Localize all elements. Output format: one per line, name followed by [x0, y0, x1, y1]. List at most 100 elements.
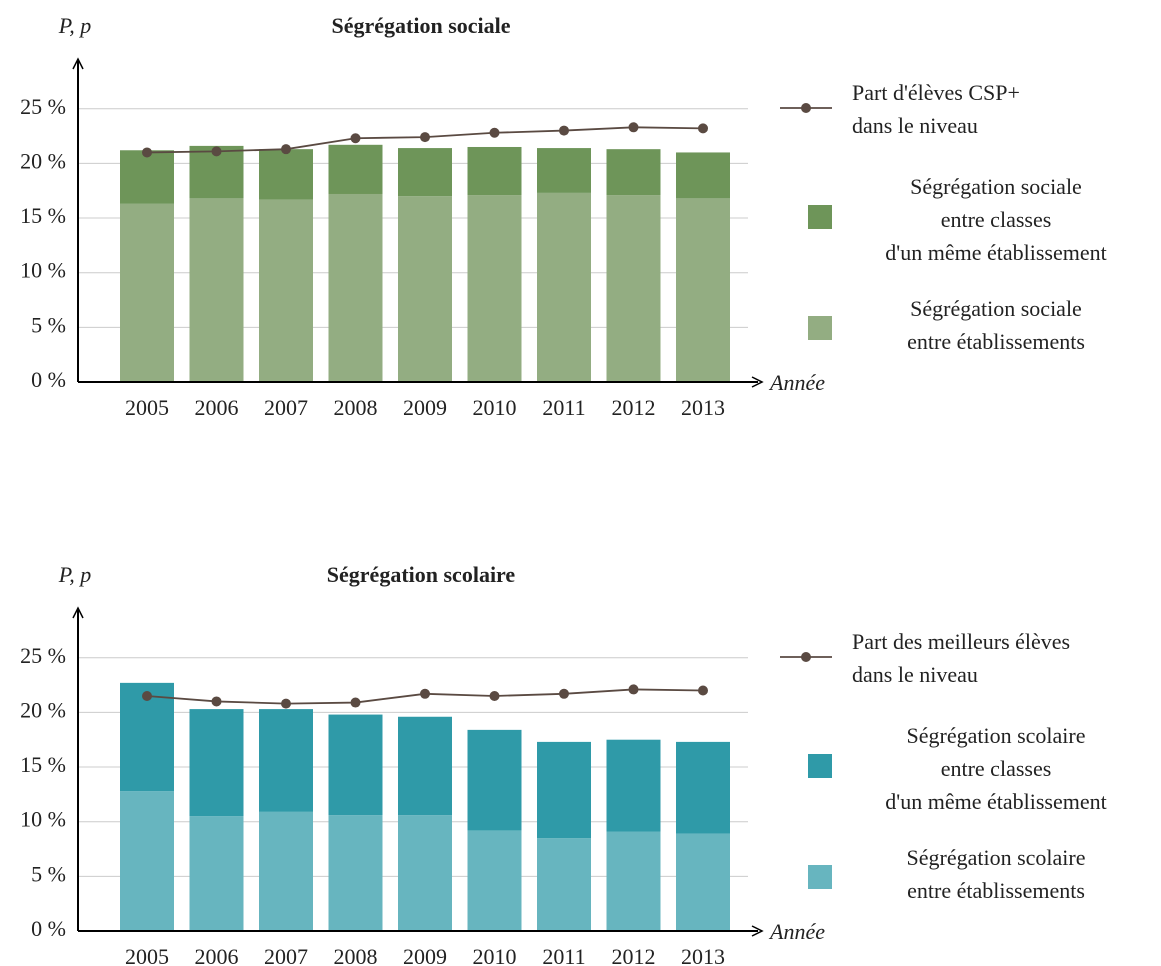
y-axis-label: P, p: [58, 13, 92, 38]
bar-segment: [537, 192, 591, 382]
bar-segment: [328, 714, 383, 816]
bar-segment: [606, 739, 661, 832]
line-point: [420, 132, 430, 143]
bar-segment: [606, 195, 661, 382]
y-tick-label: 5 %: [31, 312, 66, 337]
bar-segment: [189, 709, 244, 817]
y-axis-arrow: [72, 57, 84, 70]
y-tick-label: 10 %: [20, 258, 66, 283]
line-point: [628, 684, 639, 695]
line-point: [698, 685, 708, 696]
bar-segment: [467, 195, 522, 382]
line-point: [489, 127, 500, 138]
y-tick-label: 5 %: [31, 861, 66, 886]
legend-label: Ségrégation scolaire entre classes d'un …: [885, 723, 1107, 814]
line-point: [281, 144, 291, 155]
bar-segment: [120, 150, 174, 204]
x-axis-label: Année: [768, 919, 825, 944]
chart-title: Ségrégation scolaire: [327, 562, 516, 587]
line-point: [142, 147, 152, 158]
bar-segment: [398, 196, 452, 382]
x-tick-label: 2012: [612, 944, 656, 966]
line-point: [698, 123, 708, 134]
x-tick-label: 2012: [612, 395, 656, 420]
bar-segment: [189, 198, 244, 382]
x-tick-label: 2009: [403, 944, 447, 966]
bar-segment: [328, 193, 383, 382]
bar-segment: [398, 815, 452, 931]
bar-segment: [259, 811, 313, 931]
legend-point: [801, 103, 811, 113]
x-tick-label: 2010: [473, 944, 517, 966]
bar-segment: [676, 198, 730, 382]
bar-segment: [120, 203, 174, 382]
chart-title: Ségrégation sociale: [331, 13, 510, 38]
bar-segment: [676, 833, 730, 931]
x-tick-label: 2010: [473, 395, 517, 420]
y-tick-label: 0 %: [31, 916, 66, 941]
line-point: [420, 688, 430, 699]
bar-segment: [120, 791, 174, 931]
bar-segment: [259, 199, 313, 382]
y-tick-label: 20 %: [20, 697, 66, 722]
y-tick-label: 0 %: [31, 367, 66, 392]
legend-label: Ségrégation scolaire entre établissement…: [906, 845, 1086, 903]
bar-segment: [259, 149, 313, 200]
bar-segment: [606, 831, 661, 931]
x-tick-label: 2008: [334, 395, 378, 420]
y-tick-label: 25 %: [20, 94, 66, 119]
bar-segment: [189, 816, 244, 931]
y-axis-arrow: [72, 606, 84, 619]
line-point: [350, 697, 361, 708]
bar-segment: [676, 741, 730, 834]
bar-segment: [606, 149, 661, 196]
x-tick-label: 2006: [195, 395, 239, 420]
y-tick-label: 15 %: [20, 752, 66, 777]
x-tick-label: 2006: [195, 944, 239, 966]
x-tick-label: 2007: [264, 395, 308, 420]
line-point: [559, 125, 569, 136]
y-axis-label: P, p: [58, 562, 92, 587]
x-axis-arrow: [751, 376, 764, 388]
x-tick-label: 2005: [125, 395, 169, 420]
x-axis-arrow: [751, 925, 764, 937]
legend-swatch: [808, 865, 832, 889]
line-point: [211, 146, 222, 157]
x-tick-label: 2007: [264, 944, 308, 966]
bar-segment: [328, 815, 383, 931]
y-tick-label: 10 %: [20, 807, 66, 832]
x-tick-label: 2011: [542, 395, 585, 420]
legend-swatch: [808, 316, 832, 340]
legend-label: Ségrégation sociale entre classes d'un m…: [885, 174, 1107, 265]
line-point: [142, 690, 152, 701]
y-tick-label: 20 %: [20, 148, 66, 173]
line-point: [350, 133, 361, 144]
line-point: [211, 696, 222, 707]
x-tick-label: 2013: [681, 944, 725, 966]
bar-segment: [467, 146, 522, 196]
bar-segment: [398, 716, 452, 816]
x-axis-label: Année: [768, 370, 825, 395]
x-tick-label: 2011: [542, 944, 585, 966]
legend-label: Part d'élèves CSP+ dans le niveau: [852, 80, 1020, 138]
bar-segment: [467, 830, 522, 931]
bar-segment: [537, 148, 591, 193]
y-tick-label: 15 %: [20, 203, 66, 228]
line-point: [559, 688, 569, 699]
x-tick-label: 2013: [681, 395, 725, 420]
legend-label: Ségrégation sociale entre établissements: [907, 296, 1085, 354]
bar-segment: [328, 144, 383, 194]
bar-segment: [676, 152, 730, 199]
x-tick-label: 2009: [403, 395, 447, 420]
line-point: [628, 122, 639, 133]
bar-segment: [537, 741, 591, 839]
legend-point: [801, 652, 811, 662]
bar-segment: [259, 709, 313, 812]
legend-label: Part des meilleurs élèves dans le niveau: [852, 629, 1071, 687]
bar-segment: [398, 148, 452, 197]
bar-segment: [467, 729, 522, 831]
line-point: [489, 690, 500, 701]
legend-swatch: [808, 754, 832, 778]
legend-swatch: [808, 205, 832, 229]
